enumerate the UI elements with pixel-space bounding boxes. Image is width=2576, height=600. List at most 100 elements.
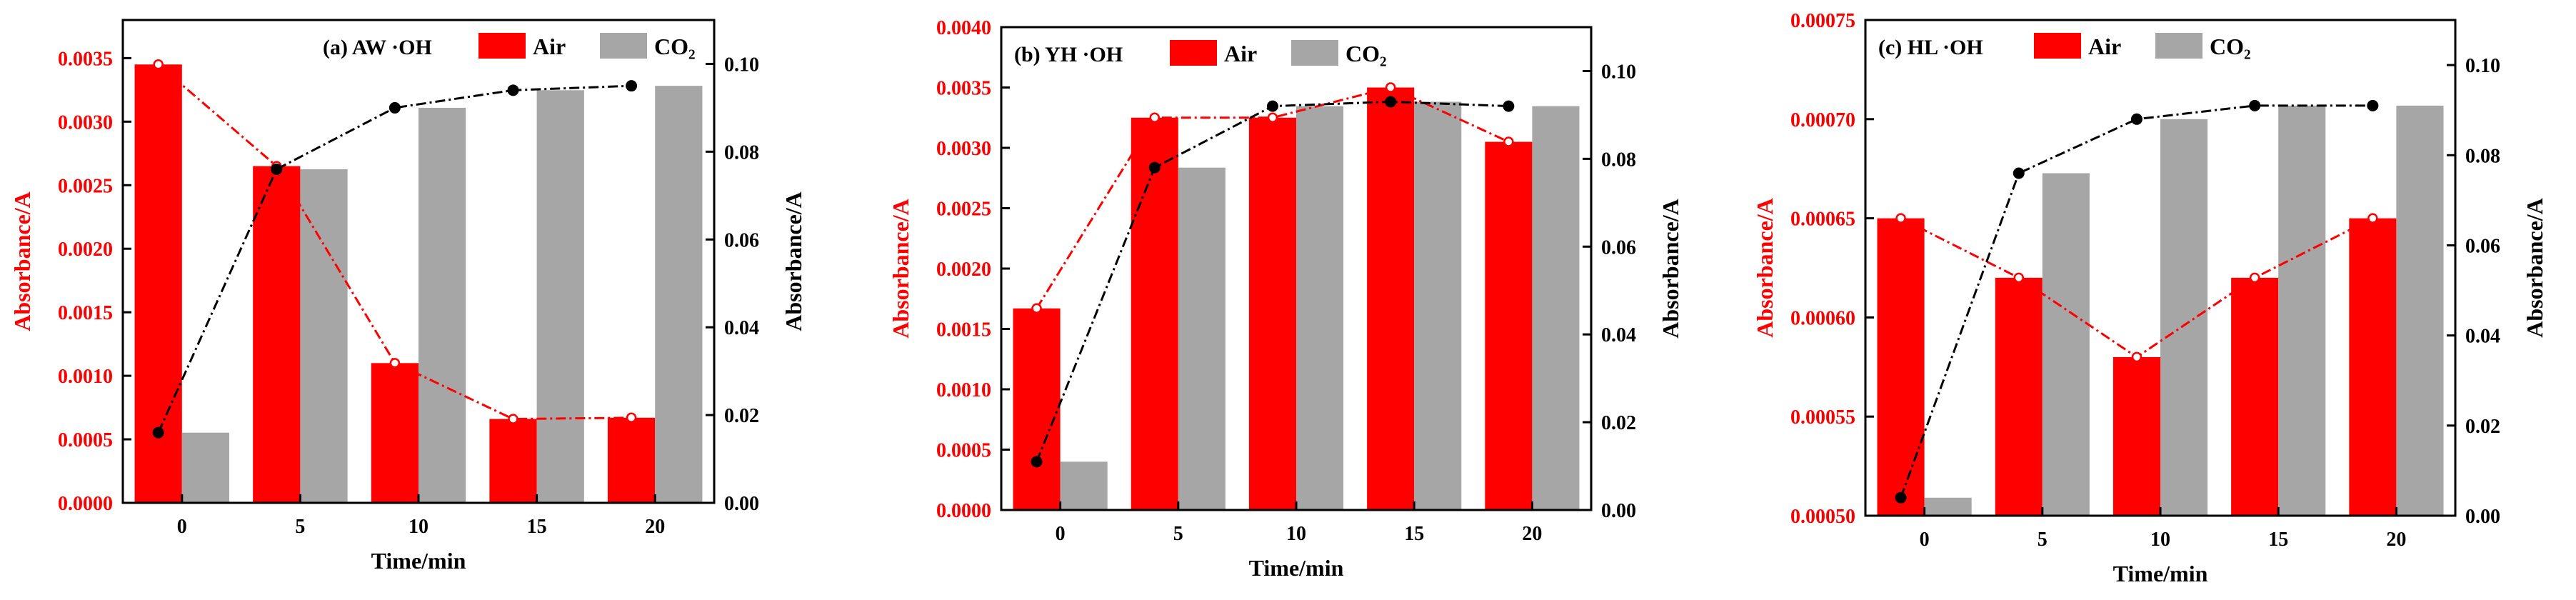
xtick-label: 10 (2150, 529, 2170, 551)
ytick-right-label: 0.04 (724, 317, 759, 339)
point-co2-10 (389, 101, 401, 114)
x-axis-label: Time/min (2113, 561, 2208, 586)
point-co2-10 (2130, 113, 2143, 125)
xtick-label: 10 (409, 516, 429, 538)
legend-swatch-co2 (600, 33, 647, 59)
ytick-left-label: 0.0040 (936, 17, 991, 39)
ytick-right-label: 0.10 (724, 54, 759, 76)
point-air-10 (2131, 351, 2143, 363)
y-axis-label-left: Absorbance/A (9, 191, 35, 331)
point-co2-0 (1031, 456, 1043, 468)
point-air-0 (153, 59, 164, 70)
xtick-label: 15 (527, 516, 547, 538)
bar-air-10 (2113, 356, 2160, 516)
bar-co2-0 (1060, 461, 1108, 510)
ytick-right-label: 0.08 (2465, 145, 2500, 167)
xtick-label: 20 (1522, 523, 1542, 545)
bar-air-20 (1485, 141, 1533, 511)
xtick-label: 5 (2038, 529, 2048, 551)
ytick-right-label: 0.06 (724, 229, 759, 251)
y-axis-label-right: Absorbance/A (2522, 198, 2547, 338)
chart-panel-1: 0.00000.00050.00100.00150.00200.00250.00… (888, 17, 1683, 581)
bar-air-15 (1367, 87, 1415, 510)
xtick-label: 20 (2386, 529, 2406, 551)
ytick-left-label: 0.0005 (936, 440, 991, 462)
point-co2-20 (1503, 100, 1515, 112)
legend-label-co2: CO₂ (2210, 34, 2251, 59)
legend-label-co2: CO₂ (1345, 41, 1387, 66)
ytick-left-label: 0.0035 (936, 78, 991, 100)
point-co2-5 (2013, 167, 2025, 179)
bar-air-15 (489, 419, 537, 503)
ytick-right-label: 0.06 (1601, 236, 1636, 259)
point-air-20 (626, 412, 637, 424)
bar-co2-5 (2042, 173, 2090, 516)
bar-air-5 (1995, 277, 2043, 516)
point-air-15 (2249, 272, 2260, 284)
xtick-label: 20 (645, 516, 665, 538)
point-co2-15 (507, 84, 519, 96)
point-co2-20 (626, 80, 638, 92)
bar-co2-15 (1414, 101, 1462, 511)
point-co2-5 (271, 163, 283, 175)
point-co2-15 (2249, 99, 2261, 111)
point-co2-5 (1148, 161, 1161, 174)
bar-air-10 (1248, 117, 1296, 510)
bar-air-5 (1131, 117, 1178, 510)
point-co2-0 (152, 426, 164, 439)
legend-swatch-air (478, 33, 526, 59)
y-axis-label-left: Absorbance/A (888, 199, 913, 339)
ytick-left-label: 0.00055 (1790, 406, 1855, 429)
ytick-right-label: 0.08 (724, 141, 759, 164)
ytick-right-label: 0.04 (2465, 326, 2500, 348)
point-co2-15 (1385, 96, 1397, 108)
legend-swatch-co2 (2155, 33, 2202, 59)
point-air-15 (1385, 82, 1396, 93)
ytick-right-label: 0.10 (2465, 55, 2500, 77)
legend-label-air: Air (2088, 34, 2121, 59)
ytick-right-label: 0.08 (1601, 149, 1636, 171)
xtick-label: 15 (2268, 529, 2288, 551)
ytick-right-label: 0.06 (2465, 235, 2500, 257)
point-co2-0 (1895, 491, 1907, 504)
point-co2-20 (2367, 99, 2379, 111)
bar-co2-10 (1296, 106, 1344, 511)
ytick-left-label: 0.00070 (1790, 109, 1855, 131)
ytick-left-label: 0.0015 (936, 319, 991, 341)
bar-air-20 (2349, 218, 2397, 516)
legend-label-air: Air (533, 34, 566, 59)
point-air-20 (2367, 213, 2378, 224)
y-axis-label-left: Absorbance/A (1752, 198, 1778, 338)
ytick-left-label: 0.0035 (58, 48, 113, 70)
ytick-left-label: 0.00065 (1790, 209, 1855, 231)
bar-air-20 (607, 417, 656, 503)
bar-air-0 (1013, 308, 1061, 510)
ytick-left-label: 0.0025 (936, 199, 991, 221)
point-co2-10 (1266, 100, 1278, 112)
bar-co2-20 (2396, 105, 2444, 516)
ytick-left-label: 0.00060 (1790, 307, 1855, 329)
ytick-left-label: 0.0020 (936, 259, 991, 281)
line-co2 (157, 84, 632, 434)
xtick-label: 5 (295, 516, 305, 538)
ytick-left-label: 0.00075 (1790, 10, 1855, 32)
point-air-15 (508, 414, 518, 424)
chart-title: (c) HL ·OH (1878, 36, 1983, 59)
legend-swatch-air (2034, 33, 2081, 59)
bar-air-15 (2231, 277, 2279, 516)
point-air-0 (1895, 213, 1906, 224)
ytick-left-label: 0.0000 (58, 493, 113, 515)
point-air-5 (1149, 112, 1161, 123)
point-air-5 (2013, 272, 2025, 284)
xtick-label: 0 (1920, 529, 1930, 551)
ytick-left-label: 0.0025 (58, 175, 113, 197)
legend-label-air: Air (1224, 41, 1257, 66)
ytick-left-label: 0.0030 (936, 138, 991, 160)
point-air-10 (1267, 112, 1278, 123)
legend-swatch-air (1170, 40, 1217, 66)
bar-co2-0 (181, 432, 230, 503)
bar-co2-20 (655, 86, 703, 503)
legend-swatch-co2 (1291, 40, 1338, 66)
bar-co2-20 (1532, 106, 1580, 511)
